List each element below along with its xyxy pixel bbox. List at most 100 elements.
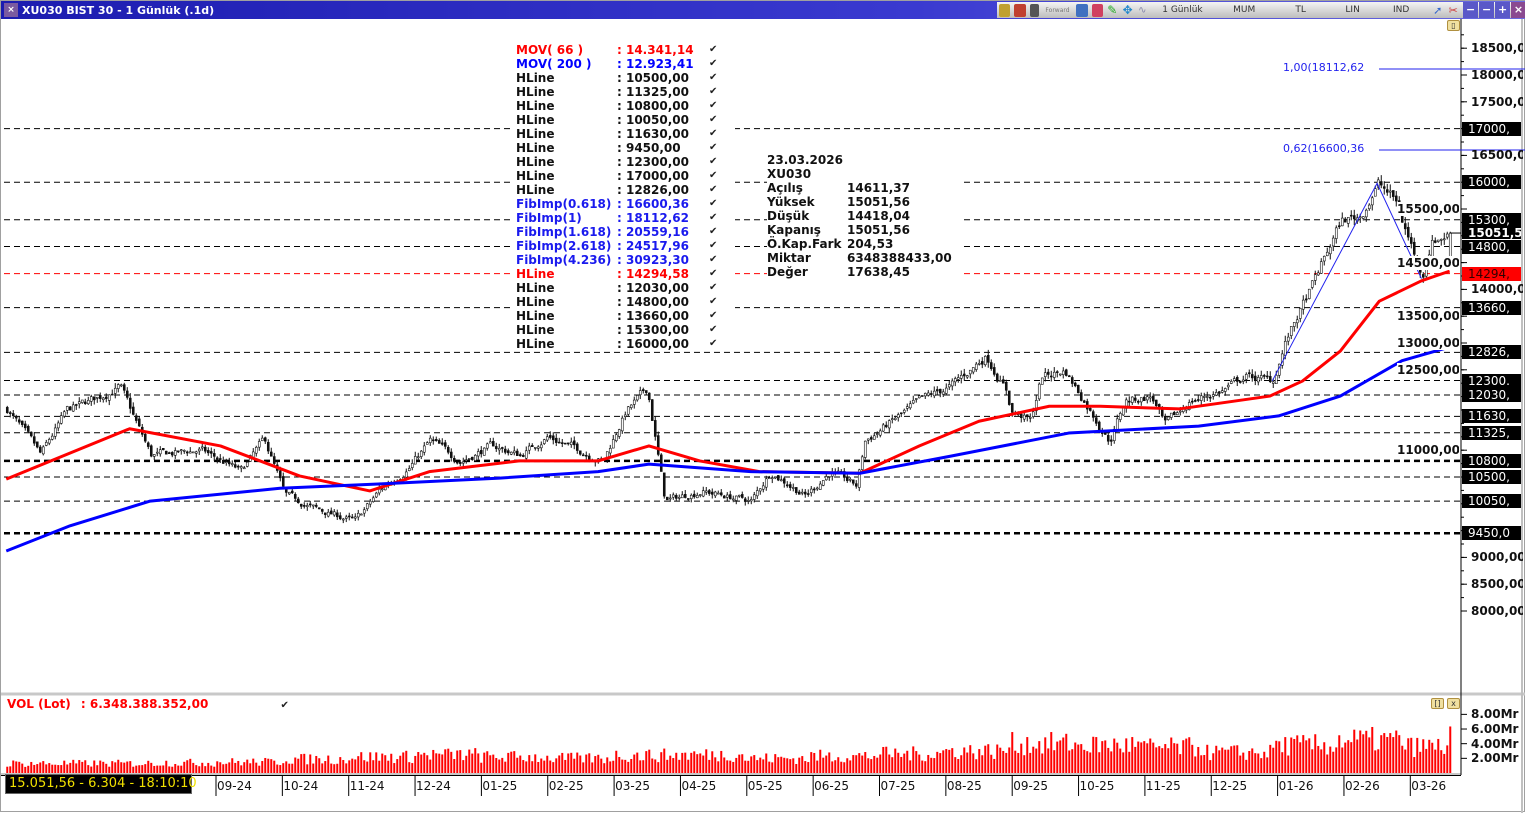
- volume-bar: [825, 755, 828, 773]
- tools-icon[interactable]: ✂: [1448, 3, 1458, 17]
- time-tick-label: 04-25: [681, 779, 717, 793]
- chart-type-select[interactable]: MUM: [1233, 5, 1256, 15]
- volume-bar: [1008, 747, 1011, 773]
- volume-restore-button[interactable]: []: [1431, 698, 1444, 709]
- legend-item[interactable]: HLine: 11630,00 ✔: [513, 127, 735, 141]
- check-icon[interactable]: ✔: [709, 198, 718, 209]
- indicator-icon[interactable]: [1091, 3, 1104, 17]
- volume-legend-value: : 6.348.388.352,00: [80, 697, 209, 711]
- check-icon[interactable]: ✔: [709, 128, 718, 139]
- legend-item[interactable]: HLine: 12300,00 ✔: [513, 155, 735, 169]
- check-icon[interactable]: ✔: [709, 170, 718, 181]
- check-icon[interactable]: ✔: [709, 156, 718, 167]
- legend-item[interactable]: HLine: 13660,00 ✔: [513, 309, 735, 323]
- legend-item[interactable]: MOV( 200 ): 12.923,41 ✔: [513, 57, 735, 71]
- check-icon[interactable]: ✔: [709, 100, 718, 111]
- candle-body: [1328, 246, 1332, 255]
- forward-icon[interactable]: [1029, 3, 1039, 17]
- candle-body: [815, 487, 819, 490]
- restore-button[interactable]: −: [1479, 2, 1495, 18]
- volume-bar: [711, 751, 714, 773]
- volume-bar: [291, 763, 294, 773]
- volume-bar: [774, 754, 777, 773]
- volume-bar: [1218, 750, 1221, 773]
- legend-item[interactable]: HLine: 12030,00 ✔: [513, 281, 735, 295]
- legend-item[interactable]: HLine: 12826,00 ✔: [513, 183, 735, 197]
- candle-body: [848, 478, 852, 481]
- check-icon[interactable]: ✔: [709, 324, 718, 335]
- volume-bar: [1398, 735, 1401, 773]
- candle-body: [623, 414, 627, 417]
- check-icon[interactable]: ✔: [280, 700, 289, 711]
- legend-item[interactable]: HLine: 14800,00 ✔: [513, 295, 735, 309]
- check-icon[interactable]: ✔: [709, 338, 718, 349]
- volume-bar: [321, 763, 324, 773]
- volume-bar: [1155, 747, 1158, 773]
- candle-body: [1286, 336, 1290, 342]
- check-icon[interactable]: ✔: [709, 268, 718, 279]
- pencil-icon[interactable]: ✎: [1107, 2, 1118, 17]
- legend-item[interactable]: HLine: 11325,00 ✔: [513, 85, 735, 99]
- period-select[interactable]: 1 Günlük: [1162, 5, 1203, 15]
- legend-item[interactable]: HLine: 10800,00 ✔: [513, 99, 735, 113]
- volume-bar: [1281, 752, 1284, 773]
- legend-item[interactable]: HLine: 15300,00 ✔: [513, 323, 735, 337]
- check-icon[interactable]: ✔: [709, 86, 718, 97]
- legend-item[interactable]: FibImp(1.618): 20559,16 ✔: [513, 225, 735, 239]
- legend-item[interactable]: HLine: 16000,00 ✔: [513, 337, 735, 351]
- indicator-select[interactable]: IND: [1392, 5, 1410, 15]
- wave-icon[interactable]: ∿: [1138, 4, 1147, 16]
- volume-bar: [303, 753, 306, 773]
- check-icon[interactable]: ✔: [709, 114, 718, 125]
- info-row: Düşük 14418,04: [767, 209, 963, 223]
- check-icon[interactable]: ✔: [709, 142, 718, 153]
- legend-item[interactable]: FibImp(1): 18112,62 ✔: [513, 211, 735, 225]
- check-icon[interactable]: ✔: [709, 72, 718, 83]
- candle-body: [1019, 413, 1023, 418]
- legend-value: : 17000,00: [617, 169, 689, 183]
- forward-button[interactable]: Forward: [1045, 6, 1070, 14]
- arrow-icon[interactable]: ➚: [1433, 3, 1443, 17]
- check-icon[interactable]: ✔: [709, 226, 718, 237]
- legend-item[interactable]: FibImp(0.618): 16600,36 ✔: [513, 197, 735, 211]
- volume-bar: [828, 752, 831, 773]
- volume-bar: [450, 751, 453, 773]
- volume-close-button[interactable]: x: [1447, 698, 1460, 709]
- legend-item[interactable]: HLine: 10500,00 ✔: [513, 71, 735, 85]
- scale-select[interactable]: LIN: [1345, 5, 1360, 15]
- check-icon[interactable]: ✔: [709, 296, 718, 307]
- panel-restore-button[interactable]: ▯: [1447, 20, 1460, 31]
- close-window-icon[interactable]: ×: [4, 3, 18, 17]
- check-icon[interactable]: ✔: [709, 240, 718, 251]
- check-icon[interactable]: ✔: [709, 282, 718, 293]
- legend-item[interactable]: MOV( 66 ): 14.341,14 ✔: [513, 43, 735, 57]
- candle-body: [455, 461, 459, 464]
- check-icon[interactable]: ✔: [709, 254, 718, 265]
- volume-bar: [132, 766, 135, 773]
- close-button[interactable]: ×: [1511, 2, 1525, 18]
- legend-item[interactable]: HLine: 10050,00 ✔: [513, 113, 735, 127]
- move-icon[interactable]: ✥: [1122, 2, 1133, 17]
- candle-body: [1274, 374, 1278, 384]
- legend-item[interactable]: FibImp(4.236): 30923,30 ✔: [513, 253, 735, 267]
- check-icon[interactable]: ✔: [709, 58, 718, 69]
- candle-body: [1349, 214, 1353, 217]
- minimize-button[interactable]: −: [1463, 2, 1479, 18]
- check-icon[interactable]: ✔: [709, 184, 718, 195]
- check-icon[interactable]: ✔: [709, 310, 718, 321]
- legend-item[interactable]: FibImp(2.618): 24517,96 ✔: [513, 239, 735, 253]
- legend-item[interactable]: HLine: 14294,58 ✔: [513, 267, 735, 281]
- volume-bar: [1032, 746, 1035, 773]
- symbol-icon[interactable]: [999, 3, 1011, 17]
- legend-item[interactable]: HLine: 17000,00 ✔: [513, 169, 735, 183]
- legend-item[interactable]: HLine: 9450,00 ✔: [513, 141, 735, 155]
- template-icon[interactable]: [1014, 3, 1026, 17]
- maximize-button[interactable]: +: [1495, 2, 1511, 18]
- volume-bar: [408, 762, 411, 773]
- check-icon[interactable]: ✔: [709, 212, 718, 223]
- currency-select[interactable]: TL: [1295, 5, 1306, 15]
- legend-value: : 11630,00: [617, 127, 689, 141]
- check-icon[interactable]: ✔: [709, 44, 718, 55]
- grid-icon[interactable]: [1076, 3, 1088, 17]
